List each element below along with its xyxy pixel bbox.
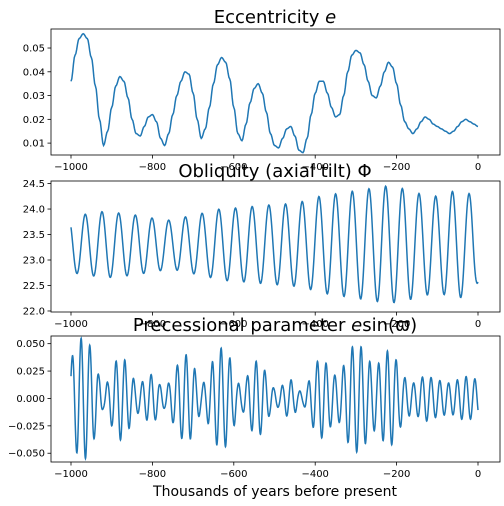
- precession-x-ticks: −1000 −800 −600 −400 −200 0: [54, 462, 481, 480]
- obliquity-y-tick-label: 24.5: [23, 179, 45, 190]
- obliquity-x-tick-label: −600: [220, 319, 247, 330]
- precession-y-tick-label: −0.025: [8, 421, 45, 432]
- obliquity-y-ticks: 22.0 22.5 23.0 23.5 24.0 24.5: [23, 179, 51, 317]
- precession-x-tick-label: 0: [475, 469, 481, 480]
- obliquity-series-line: [70, 184, 479, 304]
- obliquity-x-ticks: −1000 −800 −600 −400 −200 0: [54, 312, 481, 330]
- precession-panel: −0.050 −0.025 0.000 0.025 0.050 −1000 −800 −60…: [8, 315, 501, 500]
- eccentricity-panel: Eccentricity e 0.01 0.02 0.03 0.04 0.05 −100…: [23, 7, 501, 173]
- x-axis-label: Thousands of years before present: [152, 484, 397, 500]
- precession-y-tick-label: 0.050: [16, 339, 45, 350]
- eccentricity-x-ticks: −1000 −800 −600 −400 −200 0: [54, 155, 481, 173]
- eccentricity-x-tick-label: −200: [383, 162, 410, 173]
- obliquity-x-tick-label: −400: [301, 319, 328, 330]
- obliquity-y-tick-label: 23.0: [23, 256, 45, 267]
- precession-series-line: [70, 336, 479, 462]
- eccentricity-series-line: [70, 32, 479, 154]
- eccentricity-x-tick-label: −600: [220, 162, 247, 173]
- eccentricity-y-tick-label: 0.02: [23, 115, 45, 126]
- precession-x-tick-label: −1000: [54, 469, 88, 480]
- eccentricity-y-tick-label: 0.04: [23, 67, 45, 78]
- obliquity-x-tick-label: 0: [475, 319, 481, 330]
- obliquity-panel: 22.0 22.5 23.0 23.5 24.0 24.5 −1000 −800 −600 −4…: [23, 161, 501, 330]
- eccentricity-y-ticks: 0.01 0.02 0.03 0.04 0.05: [23, 44, 51, 150]
- obliquity-x-tick-label: −1000: [54, 319, 88, 330]
- obliquity-x-tick-label: −800: [139, 319, 166, 330]
- eccentricity-x-tick-label: −1000: [54, 162, 88, 173]
- precession-y-tick-label: 0.025: [16, 367, 45, 378]
- obliquity-y-tick-label: 22.5: [23, 281, 45, 292]
- eccentricity-y-tick-label: 0.01: [23, 139, 45, 150]
- precession-y-ticks: −0.050 −0.025 0.000 0.025 0.050: [8, 339, 51, 460]
- obliquity-axes-frame: [50, 180, 501, 313]
- eccentricity-x-tick-label: 0: [475, 162, 481, 173]
- eccentricity-y-tick-label: 0.05: [23, 44, 45, 55]
- precession-title: Precessional parameter esin(ϖ): [133, 315, 417, 336]
- obliquity-x-tick-label: −200: [383, 319, 410, 330]
- precession-axes-frame: [50, 335, 501, 463]
- obliquity-y-tick-label: 23.5: [23, 230, 45, 241]
- eccentricity-title: Eccentricity e: [214, 7, 337, 28]
- eccentricity-axes-frame: [50, 28, 501, 156]
- precession-y-tick-label: 0.000: [16, 394, 45, 405]
- precession-y-tick-label: −0.050: [8, 449, 45, 460]
- precession-x-tick-label: −800: [139, 469, 166, 480]
- eccentricity-x-tick-label: −400: [301, 162, 328, 173]
- eccentricity-x-tick-label: −800: [139, 162, 166, 173]
- precession-x-tick-label: −400: [301, 469, 328, 480]
- obliquity-title: Obliquity (axial tilt) Φ: [178, 161, 371, 182]
- obliquity-y-tick-label: 24.0: [23, 205, 45, 216]
- eccentricity-y-tick-label: 0.03: [23, 91, 45, 102]
- obliquity-y-tick-label: 22.0: [23, 306, 45, 317]
- precession-x-tick-label: −600: [220, 469, 247, 480]
- precession-x-tick-label: −200: [383, 469, 410, 480]
